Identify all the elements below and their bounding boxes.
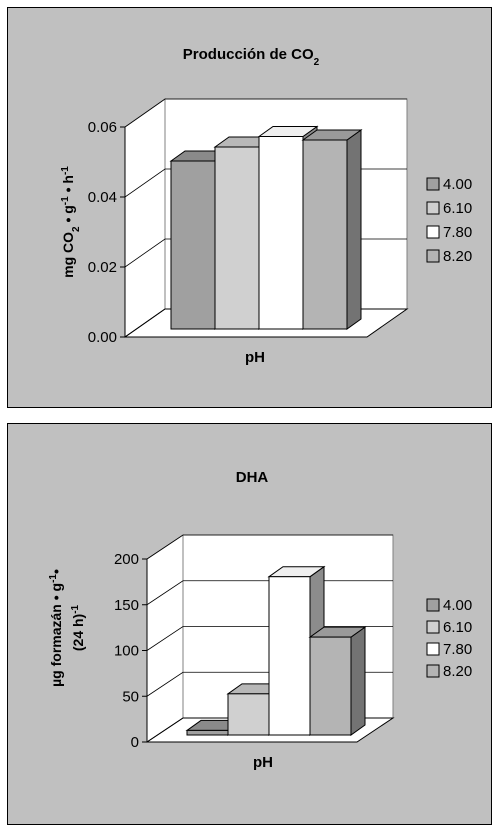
legend-label: 4.00 <box>443 176 472 193</box>
gridline <box>146 534 393 560</box>
y-tick-label: 200 <box>114 551 139 568</box>
y-tick-label: 100 <box>114 643 139 660</box>
legend-label: 8.20 <box>443 663 472 680</box>
bar-front <box>186 729 229 736</box>
chart-title: Producción de CO2 <box>183 46 320 68</box>
y-axis-label-line2: (24 h)-1 <box>70 604 87 651</box>
chart-co2-svg: 0.00 0.02 0.04 0.06 4.00 6.10 7.80 8.20 pH Produc… <box>7 7 492 408</box>
legend-label: 4.00 <box>443 597 472 614</box>
chart-co2: 0.00 0.02 0.04 0.06 4.00 6.10 7.80 8.20 pH Produc… <box>7 7 492 408</box>
legend-swatch <box>426 201 440 215</box>
y-tick-label: 0.02 <box>88 259 117 276</box>
legend-swatch <box>426 598 440 612</box>
gridline <box>124 98 407 128</box>
y-tick-label: 0.06 <box>88 119 117 136</box>
bar-front <box>268 576 311 736</box>
bar-front <box>170 160 216 330</box>
legend-label: 6.10 <box>443 619 472 636</box>
legend-label: 7.80 <box>443 224 472 241</box>
x-axis-label: pH <box>253 754 273 771</box>
y-tick-label: 50 <box>122 688 139 705</box>
bar-front <box>258 136 304 330</box>
legend-label: 8.20 <box>443 248 472 265</box>
legend-swatch <box>426 642 440 656</box>
y-tick-label: 0 <box>131 734 139 751</box>
legend-swatch <box>426 664 440 678</box>
bar-8.20 <box>308 626 367 736</box>
bar-front <box>309 636 352 736</box>
chart-dha: 0 50 100 150 200 4.00 6.10 7.80 8.20 pH DHA µg form… <box>7 423 492 825</box>
bar-side <box>346 129 362 330</box>
chart-title: DHA <box>236 469 269 486</box>
bar-front <box>302 139 348 330</box>
y-axis-label: mg CO2 • g-1 • h-1 <box>60 166 82 278</box>
legend-swatch <box>426 249 440 263</box>
y-tick-label: 0.00 <box>88 329 117 346</box>
chart-dha-svg: 0 50 100 150 200 4.00 6.10 7.80 8.20 pH DHA µg form… <box>7 423 492 825</box>
y-tick-label: 150 <box>114 597 139 614</box>
legend-swatch <box>426 620 440 634</box>
x-axis-label: pH <box>245 349 265 366</box>
bar-front <box>227 693 270 736</box>
bar-side <box>350 626 366 736</box>
y-axis-label-line1: µg formazán • g-1• <box>48 569 65 687</box>
legend-swatch <box>426 225 440 239</box>
y-tick-label: 0.04 <box>88 189 117 206</box>
bar-front <box>214 146 260 330</box>
legend-label: 6.10 <box>443 200 472 217</box>
legend-label: 7.80 <box>443 641 472 658</box>
side-wall <box>124 98 166 338</box>
bar-8.20 <box>301 129 363 330</box>
legend-swatch <box>426 177 440 191</box>
